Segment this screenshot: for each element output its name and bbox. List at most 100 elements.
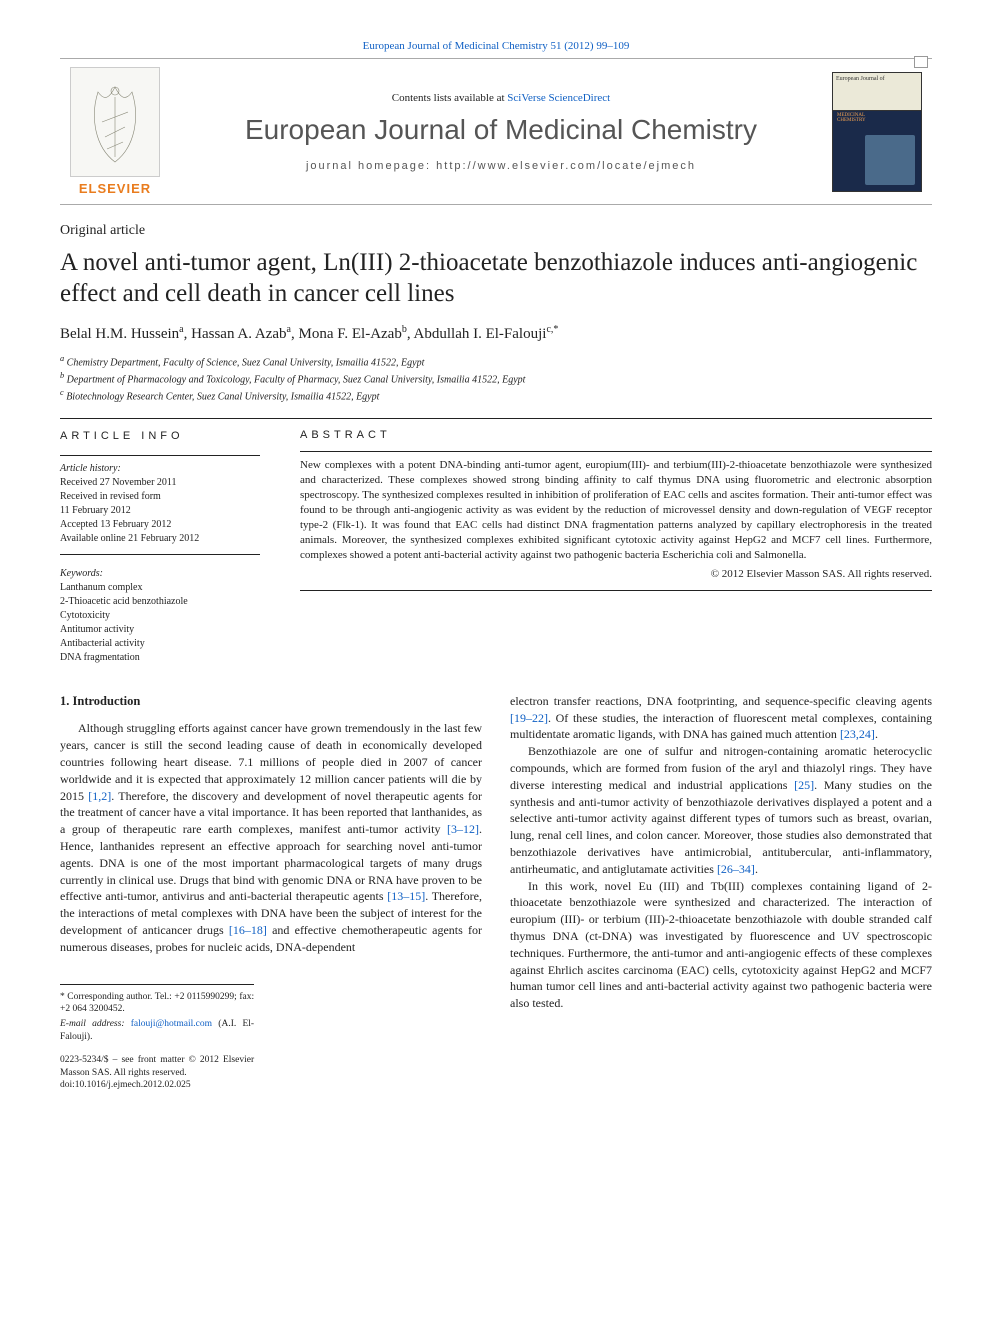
paragraph: Although struggling efforts against canc…	[60, 720, 482, 955]
article-title: A novel anti-tumor agent, Ln(III) 2-thio…	[60, 247, 932, 310]
homepage-line: journal homepage: http://www.elsevier.co…	[170, 160, 832, 172]
author: Belal H.M. Husseina	[60, 326, 184, 342]
issn-block: 0223-5234/$ – see front matter © 2012 El…	[60, 1054, 254, 1092]
affiliation: a Chemistry Department, Faculty of Scien…	[60, 353, 932, 370]
article-info-heading: ARTICLE INFO	[60, 429, 260, 444]
footer-block: * Corresponding author. Tel.: +2 0115990…	[60, 984, 254, 1093]
journal-banner: ELSEVIER Contents lists available at Sci…	[60, 58, 932, 205]
ref-link[interactable]: [23,24]	[840, 727, 875, 741]
publisher-crest	[70, 67, 160, 177]
history-item: Received in revised form	[60, 490, 260, 504]
separator	[60, 455, 260, 456]
aff-key: c	[60, 388, 64, 397]
ref-link[interactable]: [3–12]	[447, 822, 479, 836]
column-right: electron transfer reactions, DNA footpri…	[510, 693, 932, 1092]
author: Mona F. El-Azabb	[298, 326, 406, 342]
email-label: E-mail address:	[60, 1019, 131, 1029]
journal-cover[interactable]: European Journal of MEDICINAL CHEMISTRY	[832, 72, 922, 192]
contents-line: Contents lists available at SciVerse Sci…	[170, 92, 832, 104]
issn-line: 0223-5234/$ – see front matter © 2012 El…	[60, 1054, 254, 1080]
text-run: electron transfer reactions, DNA footpri…	[510, 694, 932, 708]
affiliation: c Biotechnology Research Center, Suez Ca…	[60, 387, 932, 404]
paragraph: Benzothiazole are one of sulfur and nitr…	[510, 743, 932, 877]
author-aff: c,*	[546, 324, 558, 335]
article-type: Original article	[60, 223, 932, 239]
keyword: Cytotoxicity	[60, 609, 260, 623]
author-aff: a	[179, 324, 183, 335]
ref-link[interactable]: [25]	[794, 778, 814, 792]
homepage-prefix: journal homepage:	[306, 160, 436, 172]
paragraph: electron transfer reactions, DNA footpri…	[510, 693, 932, 743]
cover-header: European Journal of	[833, 73, 921, 111]
history-item: Received 27 November 2011	[60, 476, 260, 490]
history-item: 11 February 2012	[60, 504, 260, 518]
aff-key: b	[60, 371, 64, 380]
cover-title: MEDICINAL CHEMISTRY	[833, 111, 921, 125]
homepage-url[interactable]: http://www.elsevier.com/locate/ejmech	[436, 160, 696, 172]
cover-thumbnail	[865, 135, 915, 185]
keyword: 2-Thioacetic acid benzothiazole	[60, 595, 260, 609]
history-item: Accepted 13 February 2012	[60, 518, 260, 532]
text-run: . Therefore, the discovery and developme…	[60, 789, 482, 837]
aff-key: a	[60, 354, 64, 363]
body-columns: 1. Introduction Although struggling effo…	[60, 693, 932, 1092]
cover-line3: CHEMISTRY	[837, 118, 917, 123]
separator	[300, 451, 932, 452]
email-line: E-mail address: falouji@hotmail.com (A.I…	[60, 1018, 254, 1044]
abstract-block: ABSTRACT New complexes with a potent DNA…	[300, 429, 932, 664]
keyword: Lanthanum complex	[60, 581, 260, 595]
affiliations: a Chemistry Department, Faculty of Scien…	[60, 353, 932, 405]
abstract-heading: ABSTRACT	[300, 429, 932, 441]
author: Hassan A. Azaba	[191, 326, 291, 342]
separator	[60, 554, 260, 555]
keyword: DNA fragmentation	[60, 651, 260, 665]
author-name: Belal H.M. Hussein	[60, 326, 179, 342]
contents-prefix: Contents lists available at	[392, 92, 507, 104]
cover-line1: European Journal of	[836, 76, 918, 82]
journal-citation-top: European Journal of Medicinal Chemistry …	[60, 40, 932, 52]
separator	[60, 418, 932, 419]
doi-line: doi:10.1016/j.ejmech.2012.02.025	[60, 1079, 254, 1092]
text-run: .	[755, 862, 758, 876]
ref-link[interactable]: [13–15]	[387, 889, 425, 903]
history-label: Article history:	[60, 462, 260, 476]
aff-text: Biotechnology Research Center, Suez Cana…	[66, 391, 379, 402]
email-link[interactable]: falouji@hotmail.com	[131, 1019, 212, 1029]
author-aff: b	[402, 324, 407, 335]
aff-text: Department of Pharmacology and Toxicolog…	[67, 374, 526, 385]
publisher-block: ELSEVIER	[60, 67, 170, 196]
keywords-label: Keywords:	[60, 567, 260, 581]
section-heading-intro: 1. Introduction	[60, 693, 482, 711]
author-name: Mona F. El-Azab	[298, 326, 401, 342]
author-name: Hassan A. Azab	[191, 326, 286, 342]
meta-row: ARTICLE INFO Article history: Received 2…	[60, 429, 932, 664]
keyword: Antibacterial activity	[60, 637, 260, 651]
separator	[300, 590, 932, 591]
abstract-text: New complexes with a potent DNA-binding …	[300, 458, 932, 562]
author-aff: a	[287, 324, 291, 335]
ref-link[interactable]: [1,2]	[88, 789, 111, 803]
journal-name: European Journal of Medicinal Chemistry	[170, 114, 832, 146]
crossmark-icon[interactable]	[914, 56, 928, 68]
publisher-name: ELSEVIER	[79, 181, 151, 196]
corresponding-author: * Corresponding author. Tel.: +2 0115990…	[60, 991, 254, 1017]
journal-citation-link[interactable]: European Journal of Medicinal Chemistry …	[363, 40, 630, 52]
text-run: .	[875, 727, 878, 741]
column-left: 1. Introduction Although struggling effo…	[60, 693, 482, 1092]
author-name: Abdullah I. El-Falouji	[414, 326, 547, 342]
author: Abdullah I. El-Faloujic,*	[414, 326, 559, 342]
sciencedirect-link[interactable]: SciVerse ScienceDirect	[507, 92, 610, 104]
affiliation: b Department of Pharmacology and Toxicol…	[60, 370, 932, 387]
banner-right: European Journal of MEDICINAL CHEMISTRY	[832, 72, 932, 192]
article-info-block: ARTICLE INFO Article history: Received 2…	[60, 429, 260, 664]
ref-link[interactable]: [16–18]	[229, 923, 267, 937]
ref-link[interactable]: [26–34]	[717, 862, 755, 876]
aff-text: Chemistry Department, Faculty of Science…	[67, 357, 425, 368]
author-list: Belal H.M. Husseina, Hassan A. Azaba, Mo…	[60, 324, 932, 343]
abstract-copyright: © 2012 Elsevier Masson SAS. All rights r…	[300, 568, 932, 580]
ref-link[interactable]: [19–22]	[510, 711, 548, 725]
history-item: Available online 21 February 2012	[60, 532, 260, 546]
keyword: Antitumor activity	[60, 623, 260, 637]
banner-center: Contents lists available at SciVerse Sci…	[170, 92, 832, 172]
paragraph: In this work, novel Eu (III) and Tb(III)…	[510, 878, 932, 1012]
